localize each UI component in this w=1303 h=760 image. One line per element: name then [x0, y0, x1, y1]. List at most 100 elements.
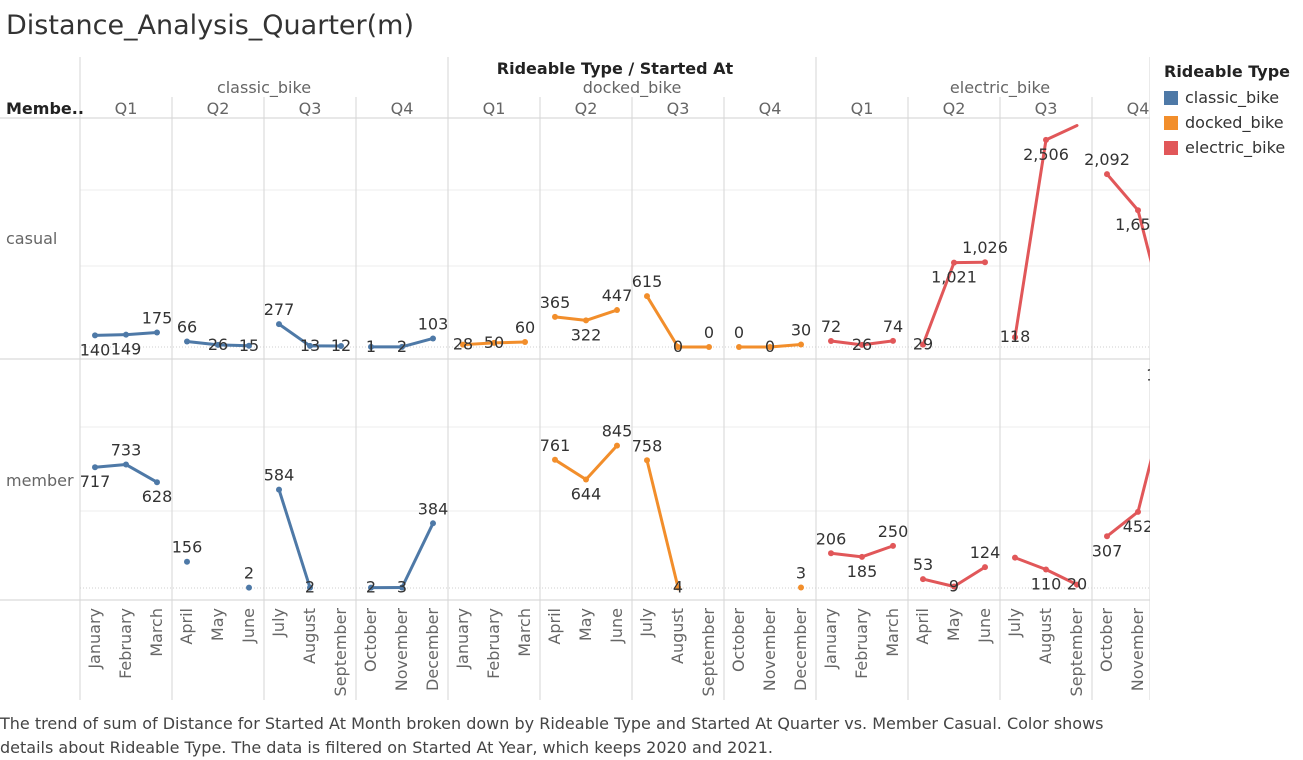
- data-point[interactable]: [890, 337, 896, 344]
- series-line-segment: [829, 339, 864, 347]
- data-point[interactable]: [276, 486, 282, 493]
- data-point[interactable]: [859, 553, 865, 560]
- month-tick-label: January: [821, 608, 840, 670]
- data-label: 13: [300, 336, 320, 355]
- data-point[interactable]: [644, 293, 650, 300]
- data-point[interactable]: [583, 476, 589, 483]
- row-label-member: member: [6, 471, 74, 490]
- data-point[interactable]: [828, 550, 834, 557]
- data-point[interactable]: [1104, 171, 1110, 178]
- data-point[interactable]: [154, 479, 160, 486]
- data-point[interactable]: [184, 338, 190, 345]
- data-point[interactable]: [522, 339, 528, 346]
- data-point[interactable]: [368, 584, 374, 591]
- month-tick-label: September: [331, 608, 350, 697]
- data-point[interactable]: [675, 344, 681, 350]
- data-point[interactable]: [92, 332, 98, 339]
- data-label: 0: [734, 323, 744, 342]
- data-point[interactable]: [828, 338, 834, 345]
- data-point[interactable]: [890, 542, 896, 549]
- data-point[interactable]: [951, 583, 957, 590]
- legend: Rideable Type classic_bike docked_bike e…: [1164, 62, 1290, 160]
- data-point[interactable]: [1012, 334, 1018, 341]
- data-point[interactable]: [276, 321, 282, 328]
- data-label: 628: [142, 487, 173, 506]
- data-point[interactable]: [123, 461, 129, 468]
- data-point[interactable]: [798, 341, 804, 348]
- data-point[interactable]: [123, 331, 129, 338]
- data-point[interactable]: [92, 464, 98, 471]
- data-point[interactable]: [675, 584, 681, 591]
- data-label: 30: [791, 321, 811, 340]
- data-point[interactable]: [491, 339, 497, 346]
- data-point[interactable]: [552, 456, 558, 463]
- data-point[interactable]: [307, 342, 313, 349]
- data-point[interactable]: [246, 342, 252, 349]
- data-point[interactable]: [951, 259, 957, 266]
- data-point[interactable]: [1043, 136, 1049, 143]
- series-line-segment: [584, 308, 619, 322]
- data-point[interactable]: [1104, 533, 1110, 540]
- data-point[interactable]: [920, 341, 926, 348]
- data-point[interactable]: [338, 343, 344, 350]
- data-point[interactable]: [736, 344, 742, 350]
- data-point[interactable]: [767, 344, 773, 350]
- series-line-segment: [492, 340, 527, 345]
- data-point[interactable]: [583, 317, 589, 324]
- month-tick-label: November: [392, 608, 411, 692]
- data-point[interactable]: [399, 343, 405, 350]
- series-line-segment: [277, 488, 312, 590]
- legend-item-electric-bike[interactable]: electric_bike: [1164, 135, 1290, 160]
- data-label: 845: [602, 422, 633, 441]
- data-point[interactable]: [430, 335, 436, 342]
- data-point[interactable]: [552, 313, 558, 320]
- data-point[interactable]: [154, 329, 160, 336]
- line-chart: Rideable Type / Started At Membe.. classic…: [0, 57, 1150, 700]
- data-point[interactable]: [1074, 581, 1080, 588]
- row-header: Membe..: [6, 99, 84, 118]
- data-point[interactable]: [184, 558, 190, 565]
- data-point[interactable]: [614, 442, 620, 449]
- data-point[interactable]: [1012, 554, 1018, 561]
- data-label: 384: [418, 499, 449, 518]
- data-label: 0: [704, 323, 714, 342]
- data-point[interactable]: [1043, 566, 1049, 573]
- data-point[interactable]: [307, 584, 313, 591]
- data-label: 1,655: [1115, 215, 1150, 234]
- data-label: 615: [632, 272, 663, 291]
- legend-item-classic-bike[interactable]: classic_bike: [1164, 85, 1290, 110]
- data-point[interactable]: [920, 576, 926, 583]
- data-point[interactable]: [460, 341, 466, 348]
- data-point[interactable]: [368, 343, 374, 350]
- quarter-header: Q4: [1127, 99, 1150, 118]
- data-point[interactable]: [215, 341, 221, 348]
- row-label-casual: casual: [6, 229, 57, 248]
- data-point[interactable]: [982, 259, 988, 266]
- data-label: 124: [970, 543, 1001, 562]
- data-point[interactable]: [859, 341, 865, 348]
- chart-title: Distance_Analysis_Quarter(m): [6, 10, 414, 41]
- series-line-segment: [1136, 208, 1150, 263]
- data-point[interactable]: [982, 564, 988, 571]
- legend-item-docked-bike[interactable]: docked_bike: [1164, 110, 1290, 135]
- month-tick-label: February: [484, 608, 503, 679]
- data-label: 761: [540, 436, 571, 455]
- series-line-segment: [1105, 510, 1140, 538]
- data-point[interactable]: [430, 520, 436, 527]
- data-label: 53: [913, 555, 933, 574]
- series-line-segment: [645, 458, 680, 589]
- month-tick-label: April: [177, 608, 196, 645]
- series-line-segment: [124, 331, 159, 337]
- legend-label: docked_bike: [1185, 113, 1284, 132]
- month-tick-label: January: [453, 608, 472, 670]
- data-point[interactable]: [1135, 207, 1141, 214]
- data-point[interactable]: [614, 307, 620, 314]
- month-tick-label: July: [269, 608, 288, 638]
- data-point[interactable]: [246, 584, 252, 591]
- data-point[interactable]: [1135, 508, 1141, 515]
- data-point[interactable]: [798, 584, 804, 591]
- data-label: 2: [397, 337, 407, 356]
- data-point[interactable]: [706, 344, 712, 350]
- data-point[interactable]: [644, 457, 650, 464]
- data-point[interactable]: [399, 584, 405, 591]
